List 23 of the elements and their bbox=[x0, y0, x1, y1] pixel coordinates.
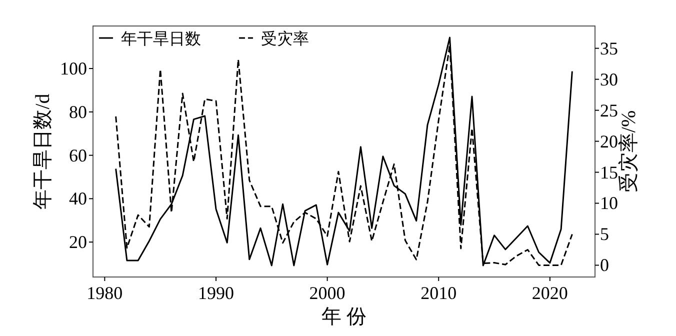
y2-axis-title: 受灾率/% bbox=[618, 110, 640, 193]
y-tick-label: 40 bbox=[69, 188, 87, 209]
y2-tick-label: 15 bbox=[600, 162, 618, 182]
x-axis-title: 年 份 bbox=[322, 306, 366, 328]
x-tick-label: 2010 bbox=[420, 283, 457, 303]
y2-tick-label: 0 bbox=[600, 255, 609, 276]
y2-tick-label: 35 bbox=[600, 38, 618, 58]
legend-label: 受灾率 bbox=[261, 30, 309, 48]
legend-label: 年干旱日数 bbox=[121, 31, 201, 48]
x-tick-label: 1980 bbox=[86, 283, 123, 303]
y2-tick-label: 25 bbox=[600, 100, 618, 120]
y-tick-label: 20 bbox=[69, 232, 87, 252]
x-tick-label: 2020 bbox=[532, 283, 568, 303]
y2-tick-label: 10 bbox=[600, 193, 618, 214]
y-axis-title: 年干旱日数/d bbox=[32, 94, 54, 210]
y2-tick-label: 5 bbox=[600, 224, 609, 244]
y-tick-label: 60 bbox=[69, 145, 87, 166]
y-tick-label: 100 bbox=[60, 58, 87, 79]
x-tick-label: 2000 bbox=[309, 283, 346, 303]
x-tick-label: 1990 bbox=[198, 283, 234, 303]
y2-tick-label: 30 bbox=[600, 69, 618, 90]
y2-tick-label: 20 bbox=[600, 131, 618, 152]
y-tick-label: 80 bbox=[69, 102, 87, 122]
